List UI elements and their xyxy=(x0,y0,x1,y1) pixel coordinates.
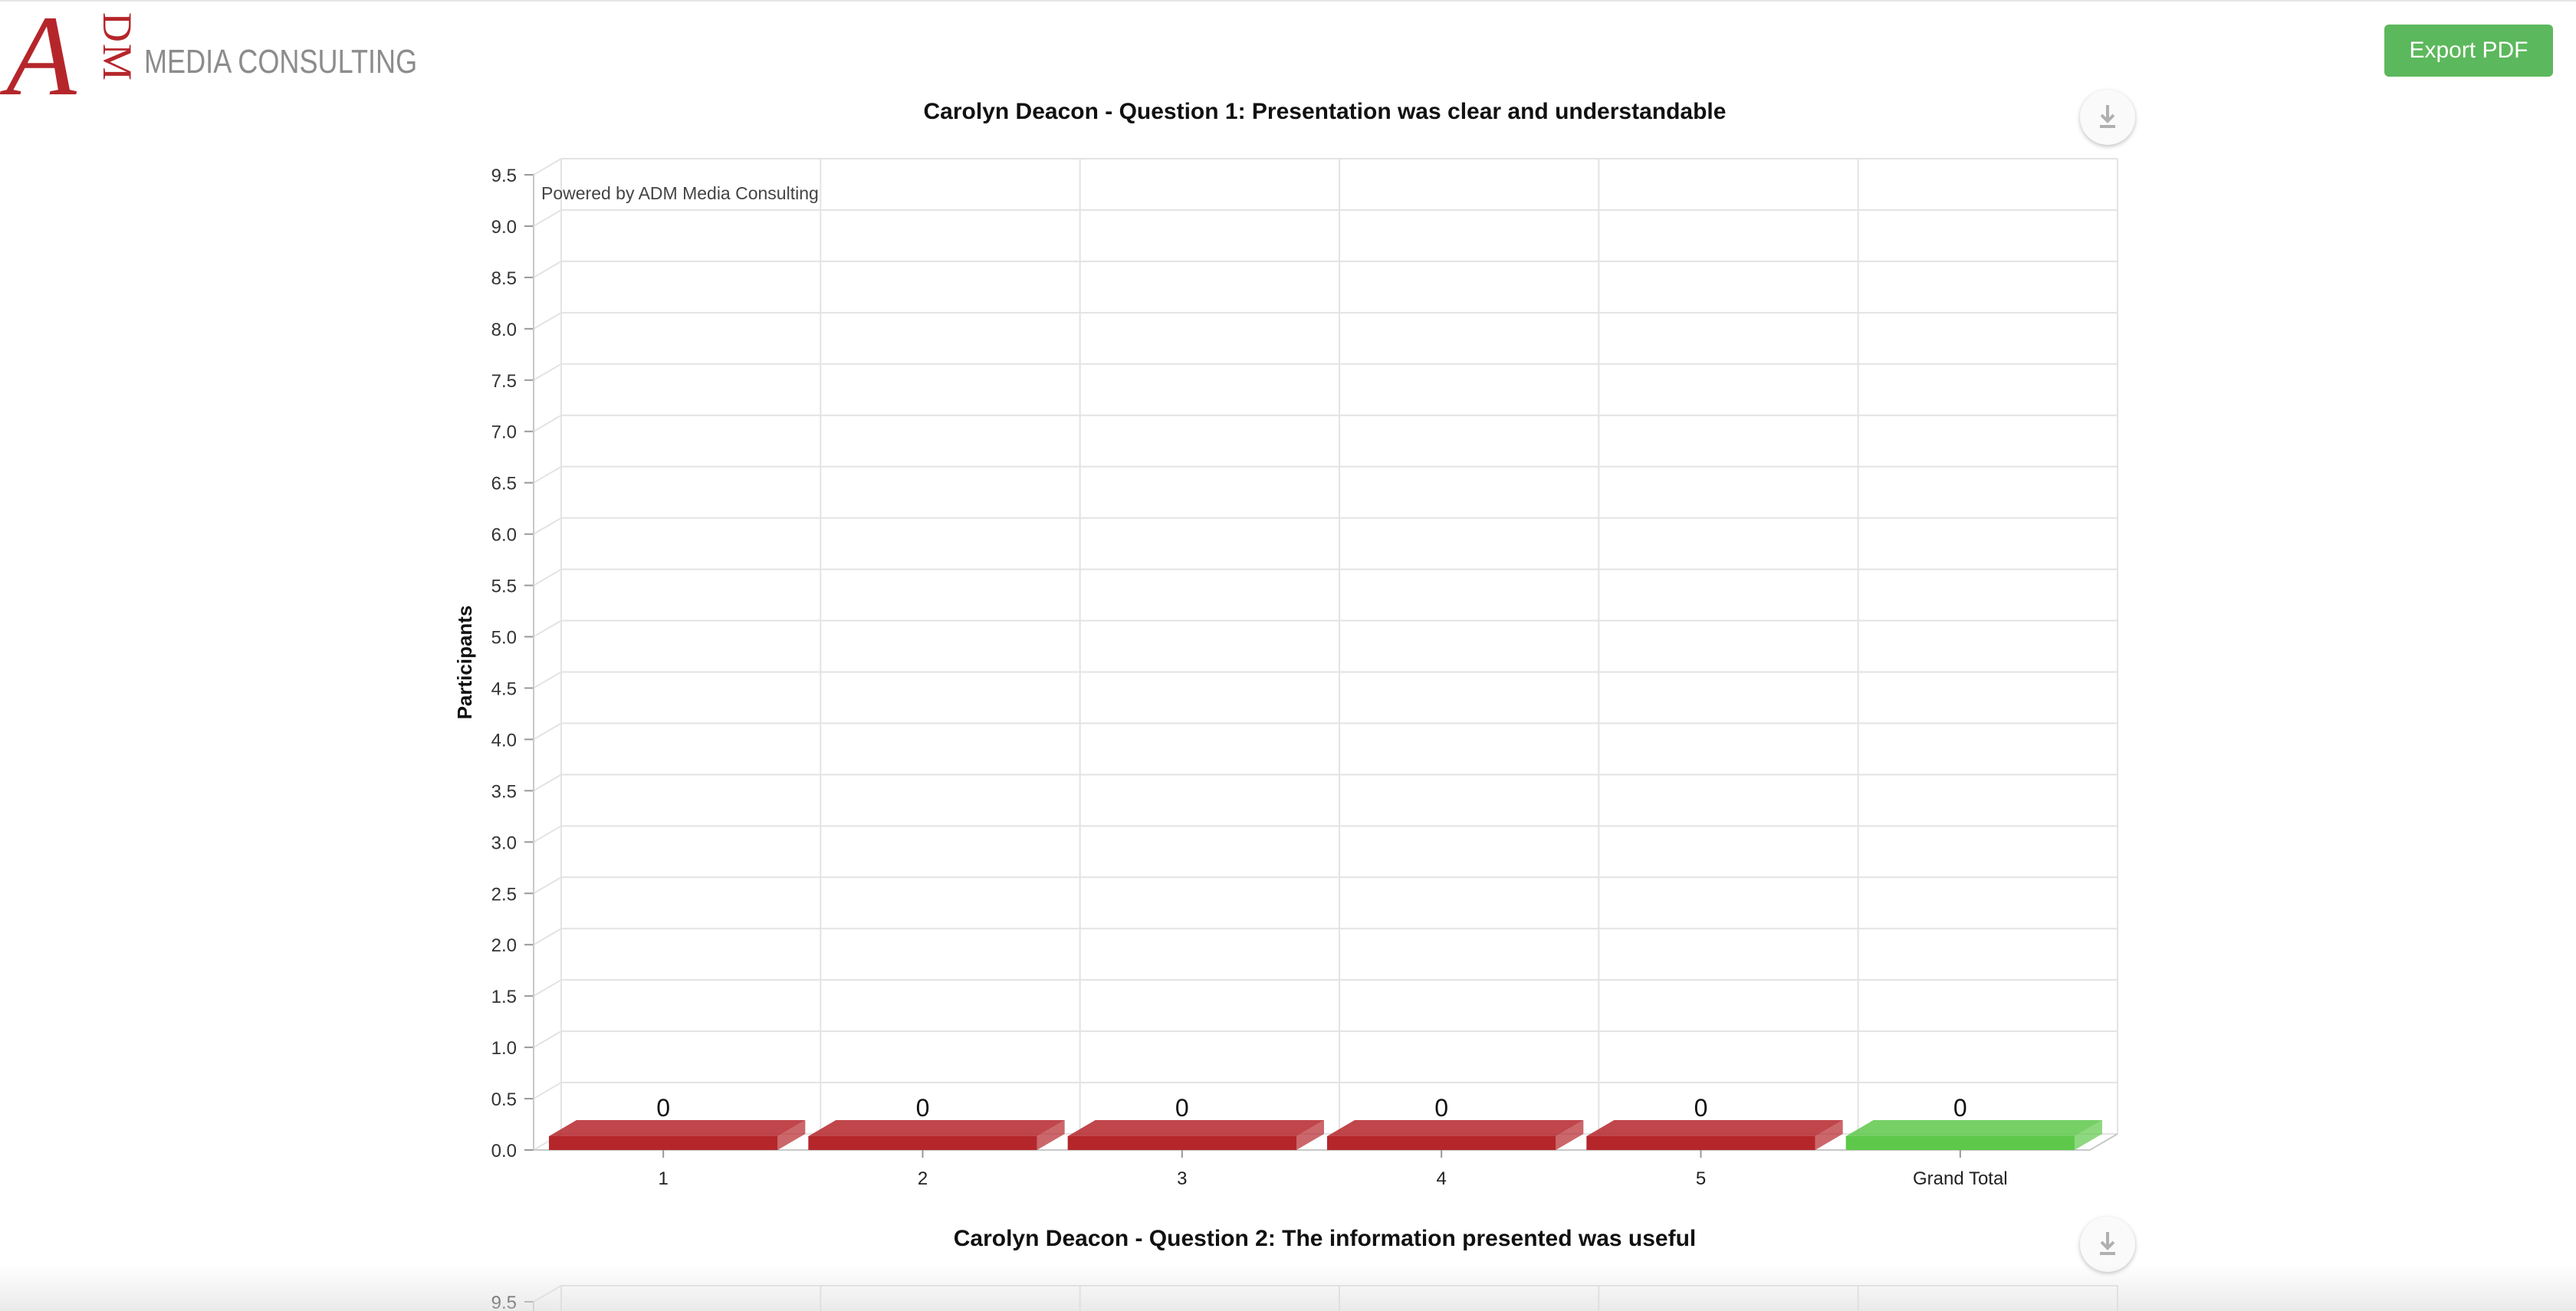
chart-1-y-tick-label: 9.0 xyxy=(491,217,517,238)
chart-1-y-tick-label: 1.5 xyxy=(491,987,517,1007)
chart-1-side-grid-line xyxy=(533,619,562,638)
chart-1-side-grid-line xyxy=(533,363,562,381)
chart-1-y-tick-label: 2.0 xyxy=(491,935,517,956)
chart-1-data-label: 0 xyxy=(1953,1094,1967,1122)
chart-1-x-tick-label: 4 xyxy=(1436,1168,1446,1189)
chart-1-x-axis-depth xyxy=(2089,1133,2118,1151)
chart-1-bar-side xyxy=(1815,1120,1843,1150)
chart-1-bar xyxy=(1586,1136,1815,1150)
chart-1-bar xyxy=(1845,1136,2075,1150)
chart-1-y-tick-label: 0.0 xyxy=(491,1141,517,1162)
chart-1-side-grid-line xyxy=(533,876,562,895)
chart-1-x-tick-label: 2 xyxy=(918,1168,928,1189)
chart-1-side-grid-line xyxy=(533,209,562,227)
chart-1-y-axis-label: Participants xyxy=(453,606,476,720)
chart-1-bar-side xyxy=(1556,1120,1584,1150)
chart-1-side-grid-line xyxy=(533,1082,562,1099)
chart-1-side-grid-line xyxy=(533,517,562,535)
chart-1-side-grid-line xyxy=(533,1030,562,1048)
chart-1-y-tick-label: 8.5 xyxy=(491,268,517,289)
adm-logo[interactable]: A DM MEDIA CONSULTING xyxy=(6,0,417,120)
chart-1-y-tick-label: 8.0 xyxy=(491,320,517,340)
chart-2-side-grid-line xyxy=(533,1285,562,1303)
brand-name: MEDIA CONSULTING xyxy=(144,43,418,80)
chart-1-credit: Powered by ADM Media Consulting xyxy=(541,183,819,203)
chart-1-side-grid-line xyxy=(533,261,562,278)
chart-1-side-grid-line xyxy=(533,158,562,176)
chart-1-data-label: 0 xyxy=(1694,1094,1708,1122)
chart-1-side-grid-line xyxy=(533,311,562,330)
chart-1-bar xyxy=(808,1136,1037,1150)
chart-1-y-tick-label: 7.5 xyxy=(491,371,517,392)
chart-1-side-grid-line xyxy=(533,928,562,946)
chart-1-bar xyxy=(549,1136,778,1150)
chart-1-y-tick-label: 2.5 xyxy=(491,884,517,905)
top-border xyxy=(0,0,2576,2)
chart-1-side-grid-line xyxy=(533,568,562,586)
chart-1-x-tick-label: Grand Total xyxy=(1913,1168,2008,1189)
chart-1-side-grid-line xyxy=(533,979,562,997)
chart-1-bar-top xyxy=(1067,1120,1324,1136)
export-pdf-button[interactable]: Export PDF xyxy=(2384,25,2553,77)
chart-1-bar-side xyxy=(1037,1120,1065,1150)
chart-1-y-tick-label: 3.5 xyxy=(491,781,517,802)
chart-1-side-grid-line xyxy=(533,671,562,689)
chart-1-side-grid-line xyxy=(533,774,562,792)
chart-1-data-label: 0 xyxy=(916,1094,930,1122)
chart-1-bar-side xyxy=(2075,1120,2102,1150)
chart-1-y-tick-label: 6.5 xyxy=(491,474,517,495)
chart-1-bar-top xyxy=(549,1120,806,1136)
chart-1-y-tick-label: 4.0 xyxy=(491,730,517,751)
chart-1-download-button[interactable] xyxy=(2080,90,2135,145)
chart-1-bar xyxy=(1327,1136,1556,1150)
chart-1-bar-top xyxy=(1845,1120,2102,1136)
chart-2-title: Carolyn Deacon - Question 2: The informa… xyxy=(954,1226,1697,1251)
chart-1-x-tick-label: 3 xyxy=(1177,1168,1187,1189)
chart-1-y-tick-label: 5.5 xyxy=(491,577,517,597)
chart-1-y-tick-label: 3.0 xyxy=(491,833,517,853)
chart-1-y-tick-label: 7.0 xyxy=(491,422,517,443)
chart-1-data-label: 0 xyxy=(1175,1094,1189,1122)
chart-1-bar-side xyxy=(1296,1120,1324,1150)
chart-1-bar xyxy=(1067,1136,1296,1150)
chart-2-download-button[interactable] xyxy=(2080,1217,2135,1272)
logo-letter: A xyxy=(6,0,77,120)
chart-1-title: Carolyn Deacon - Question 1: Presentatio… xyxy=(924,99,1727,124)
chart-1-y-tick-label: 5.0 xyxy=(491,628,517,649)
chart-1-bar-top xyxy=(1586,1120,1843,1136)
chart-1-side-grid-line xyxy=(533,825,562,843)
chart-1-x-tick-label: 1 xyxy=(658,1168,668,1189)
chart-1-bar-side xyxy=(777,1120,806,1150)
chart-1-y-tick-label: 1.0 xyxy=(491,1038,517,1059)
chart-1-side-grid-line xyxy=(533,414,562,432)
chart-1-side-grid-line xyxy=(533,465,562,484)
chart-1-data-label: 0 xyxy=(656,1094,670,1122)
chart-1-y-tick-label: 4.5 xyxy=(491,678,517,699)
chart-1-side-grid-line xyxy=(533,722,562,741)
chart-1-y-tick-label: 9.5 xyxy=(491,166,517,186)
download-icon xyxy=(2100,105,2115,128)
chart-1-y-tick-label: 6.0 xyxy=(491,525,517,546)
chart-1-bar-top xyxy=(808,1120,1065,1136)
download-icon xyxy=(2100,1232,2115,1255)
chart-1-x-tick-label: 5 xyxy=(1696,1168,1706,1189)
chart-1-bar-top xyxy=(1327,1120,1584,1136)
chart-2-y-tick-label: 9.5 xyxy=(491,1293,517,1311)
chart-1-y-tick-label: 0.5 xyxy=(491,1089,517,1110)
chart-1-data-label: 0 xyxy=(1434,1094,1448,1122)
